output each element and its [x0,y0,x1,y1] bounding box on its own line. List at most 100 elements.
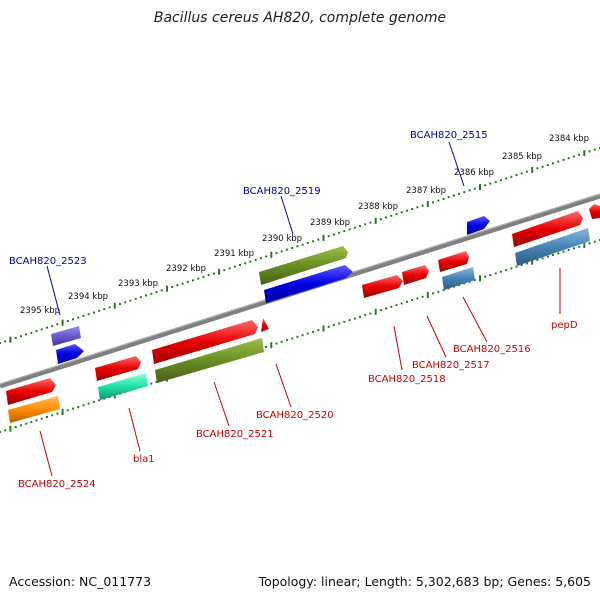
scale-minor-tick [40,328,43,331]
gene-blue-long[interactable] [264,265,353,303]
gene-bcah820-2515[interactable] [467,216,490,235]
scale-minor-tick [25,422,28,425]
scale-label-2385: 2385 kbp [502,152,542,162]
scale-minor-tick [72,318,74,321]
gene-bcah820-2524-orange[interactable] [8,396,60,423]
gene-bcah820-2524-red[interactable] [6,378,56,405]
scale-minor-tick [223,269,226,272]
gene-bcah820-2516[interactable] [438,251,469,272]
scale-minor-tick [369,312,372,315]
scale-minor-tick [510,175,513,178]
scale-minor-tick [301,334,304,337]
scale-label-2384: 2384 kbp [549,134,589,144]
scale-minor-tick [385,216,388,219]
scale-minor-tick [66,409,69,412]
scale-minor-tick [567,157,570,160]
scale-minor-tick [301,243,304,246]
scale-minor-tick [124,301,127,304]
gene-bcah820-2517[interactable] [402,265,429,285]
scale-minor-tick [541,257,544,260]
scale-minor-tick [275,342,278,345]
scale-minor-tick [134,297,137,300]
gene-label-bcah820-2524[interactable]: BCAH820_2524 [18,479,96,490]
gene-bcah820-2518[interactable] [362,275,403,298]
gene-labels: BCAH820_2515 BCAH820_2519 BCAH820_2523 p… [9,130,578,490]
scale-minor-tick [51,325,54,327]
scale-minor-tick [249,260,252,263]
scale-minor-tick [51,414,54,417]
gene-bcah820-2520-olive[interactable] [155,338,264,383]
scale-minor-tick [30,421,33,423]
scale-label-2392: 2392 kbp [166,264,206,274]
scale-label-2394: 2394 kbp [68,292,108,302]
gene-pepd-red[interactable] [512,211,583,247]
scale-minor-tick [317,329,320,332]
scale-minor-tick [494,272,497,275]
scale-minor-tick [14,336,17,339]
gene-label-bcah820-2520[interactable]: BCAH820_2520 [256,410,334,421]
upper-genes [51,216,490,364]
scale-minor-tick [421,204,424,207]
gene-red-triangle[interactable] [261,318,269,332]
gene-bcah820-2523[interactable] [51,326,81,346]
gene-label-bcah820-2517[interactable]: BCAH820_2517 [412,360,490,371]
scale-minor-tick [233,265,236,268]
scale-minor-tick [77,316,80,319]
scale-minor-tick [72,407,74,410]
gene-label-bla1[interactable]: bla1 [133,454,155,465]
scale-minor-tick [244,262,247,265]
scale-minor-tick [35,330,38,333]
scale-minor-tick [155,291,158,294]
gene-red-edge[interactable] [589,204,600,219]
scale-minor-tick [155,380,158,383]
scale-minor-tick [186,281,189,283]
scale-minor-tick [406,300,408,303]
scale-minor-tick [536,259,539,261]
topology-summary: Topology: linear; Length: 5,302,683 bp; … [258,574,591,589]
gene-label-bcah820-2515[interactable]: BCAH820_2515 [410,130,488,141]
gene-bla1-red[interactable] [95,356,141,381]
scale-minor-tick [437,199,440,202]
scale-minor-tick [432,201,434,204]
gene-label-bcah820-2519[interactable]: BCAH820_2519 [243,186,321,197]
scale-minor-tick [400,211,403,214]
lower-genes [6,204,600,423]
scale-minor-tick [35,419,38,422]
gene-label-bcah820-2516[interactable]: BCAH820_2516 [453,344,531,355]
scale-minor-tick [406,209,408,212]
scale-minor-tick [286,248,288,251]
scale-major-tick [583,242,586,248]
scale-minor-tick [82,314,85,317]
scale-major-tick [322,234,325,241]
scale-minor-tick [25,333,28,336]
gene-bla1-aqua[interactable] [98,373,148,400]
scale-minor-tick [207,274,210,277]
gene-label-bcah820-2521[interactable]: BCAH820_2521 [196,429,274,440]
scale-minor-tick [296,335,299,338]
scale-minor-tick [546,164,549,166]
gene-label-pepd[interactable]: pepD [551,320,578,331]
scale-minor-tick [411,208,414,210]
scale-minor-tick [280,250,283,253]
gene-label-bcah820-2523[interactable]: BCAH820_2523 [9,256,87,267]
gene-label-bcah820-2518[interactable]: BCAH820_2518 [368,374,446,385]
scale-minor-tick [212,272,215,275]
scale-minor-tick [520,172,523,175]
scale-minor-tick [66,320,69,322]
gene-pepd-steel[interactable] [515,228,590,266]
scale-minor-tick [499,179,502,182]
scale-minor-tick [181,282,184,285]
scale-minor-tick [348,228,351,231]
gene-steel-small[interactable] [442,267,475,290]
gene-bcah820-2521-red[interactable] [152,320,258,364]
scale-minor-tick [567,249,570,251]
scale-minor-tick [416,297,419,300]
scale-minor-tick [327,235,330,238]
scale-minor-tick [390,305,393,308]
gene-blue-small[interactable] [56,344,84,364]
scale-minor-tick [145,294,148,297]
scale-minor-tick [332,233,335,236]
gene-bcah820-2519-olive[interactable] [259,246,348,285]
scale-minor-tick [447,196,450,199]
scale-major-tick [9,336,12,343]
